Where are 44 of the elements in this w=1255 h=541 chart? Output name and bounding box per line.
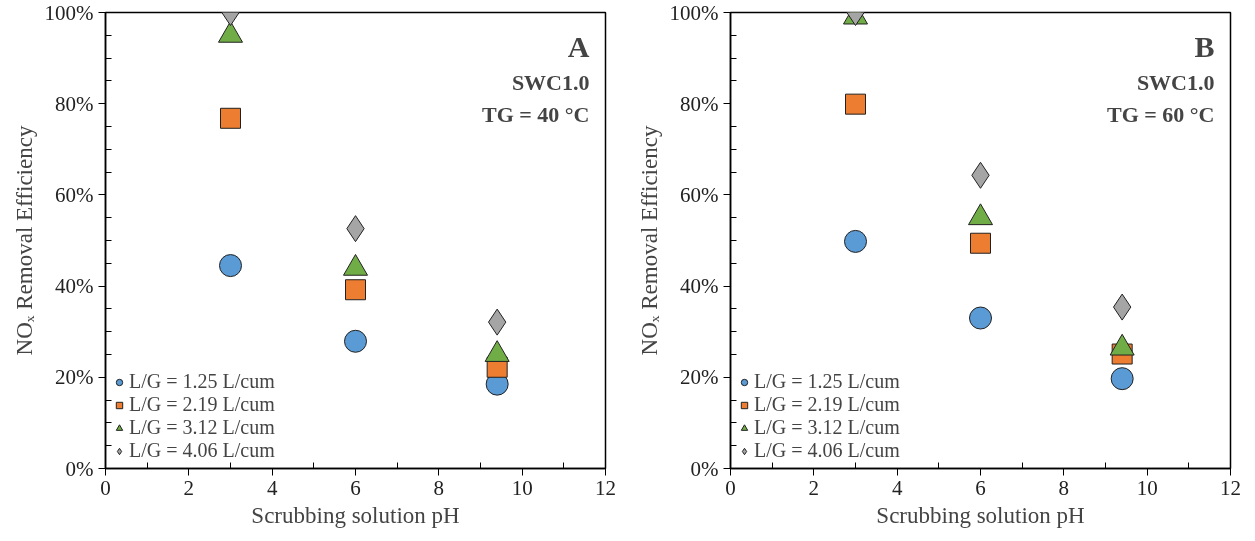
legend-label: L/G = 2.19 L/cum: [129, 393, 275, 416]
annotation: A: [567, 29, 590, 63]
y-tick-label: 100%: [44, 0, 94, 25]
x-tick-label: 12: [1220, 475, 1241, 500]
annotation: B: [1194, 29, 1215, 63]
x-tick-label: 6: [975, 475, 986, 500]
y-tick-label: 20%: [55, 365, 94, 390]
annotation: TG = 60 °C: [1106, 101, 1215, 127]
x-tick-label: 12: [595, 475, 616, 500]
x-tick-label: 0: [725, 475, 736, 500]
y-tick-label: 0%: [690, 456, 719, 481]
legend-label: L/G = 4.06 L/cum: [754, 439, 900, 462]
legend-label: L/G = 1.25 L/cum: [129, 370, 275, 393]
y-tick-label: 20%: [680, 365, 719, 390]
x-tick-label: 10: [511, 475, 533, 500]
y-tick-label: 40%: [55, 274, 94, 299]
y-tick-label: 60%: [55, 182, 94, 207]
x-axis-title: Scrubbing solution pH: [251, 502, 460, 528]
y-tick-label: 80%: [680, 91, 719, 116]
legend-label: L/G = 2.19 L/cum: [754, 393, 900, 416]
annotation: SWC1.0: [1136, 69, 1215, 95]
y-tick-label: 0%: [65, 456, 94, 481]
legend-label: L/G = 3.12 L/cum: [129, 416, 275, 439]
y-tick-label: 60%: [680, 182, 719, 207]
x-tick-label: 2: [183, 475, 195, 500]
legend-label: L/G = 3.12 L/cum: [754, 416, 900, 439]
x-tick-label: 10: [1136, 475, 1158, 500]
y-tick-label: 100%: [669, 0, 719, 25]
annotation: SWC1.0: [511, 69, 590, 95]
legend-label: L/G = 1.25 L/cum: [754, 370, 900, 393]
x-tick-label: 6: [350, 475, 361, 500]
x-tick-label: 4: [266, 475, 278, 500]
x-tick-label: 8: [433, 475, 445, 500]
y-tick-label: 80%: [55, 91, 94, 116]
x-tick-label: 2: [808, 475, 820, 500]
legend-label: L/G = 4.06 L/cum: [129, 439, 275, 462]
x-axis-title: Scrubbing solution pH: [876, 502, 1085, 528]
x-tick-label: 8: [1058, 475, 1070, 500]
y-axis-title: NOₓ Removal Efficiency: [11, 125, 37, 356]
x-tick-label: 4: [891, 475, 903, 500]
annotation: TG = 40 °C: [481, 101, 590, 127]
y-tick-label: 40%: [680, 274, 719, 299]
x-tick-label: 0: [100, 475, 111, 500]
y-axis-title: NOₓ Removal Efficiency: [636, 125, 662, 356]
